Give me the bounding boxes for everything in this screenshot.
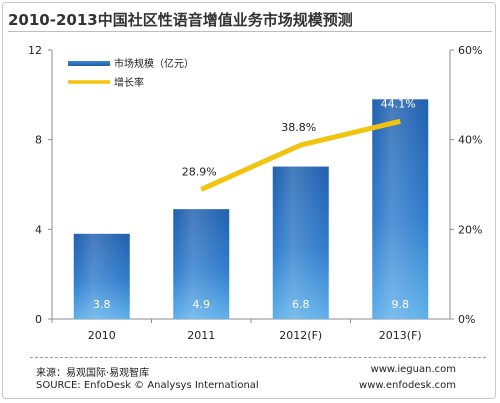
site-ieguan: www.ieguan.com [370,364,456,375]
growth-rate-label: 38.8% [281,121,316,134]
bar-value-label: 6.8 [292,298,310,311]
right-axis-tick-label: 40% [458,134,482,147]
x-axis-category-label: 2010 [88,329,116,342]
growth-rate-label: 28.9% [182,165,217,178]
bar-highlight [272,166,329,319]
bar-highlight [372,99,429,319]
title-divider [8,31,492,32]
site-enfodesk: www.enfodesk.com [359,380,456,391]
x-axis-category-label: 2013(F) [379,329,422,342]
right-axis-tick-label: 20% [458,223,482,236]
legend-label-growth-rate: 增长率 [114,76,144,89]
x-axis-category-label: 2012(F) [279,329,322,342]
right-axis-tick-label: 0% [458,313,475,326]
source-en: SOURCE: EnfoDesk © Analysys Internationa… [36,380,259,391]
chart-title: 2010-2013中国社区性语音增值业务市场规模预测 [8,11,353,29]
source-cn: 来源：易观国际·易观智库 [36,368,150,379]
bar-value-label: 9.8 [392,298,410,311]
bar-value-label: 3.8 [93,298,111,311]
growth-rate-line [200,118,401,192]
left-axis-tick-label: 4 [35,223,42,236]
right-axis-tick-label: 60% [458,44,482,57]
legend-label-market-size: 市场规模（亿元） [114,57,194,70]
left-axis-tick-label: 12 [28,44,42,57]
bar-highlight [73,233,130,319]
footer-divider [30,357,486,358]
left-axis-tick-label: 8 [35,134,42,147]
growth-rate-label: 44.1% [381,97,416,110]
legend-swatch-market-size [68,61,110,66]
bar-value-label: 4.9 [193,298,211,311]
left-axis-tick-label: 0 [35,313,42,326]
x-axis-category-label: 2011 [187,329,215,342]
bar-highlight [173,209,230,319]
